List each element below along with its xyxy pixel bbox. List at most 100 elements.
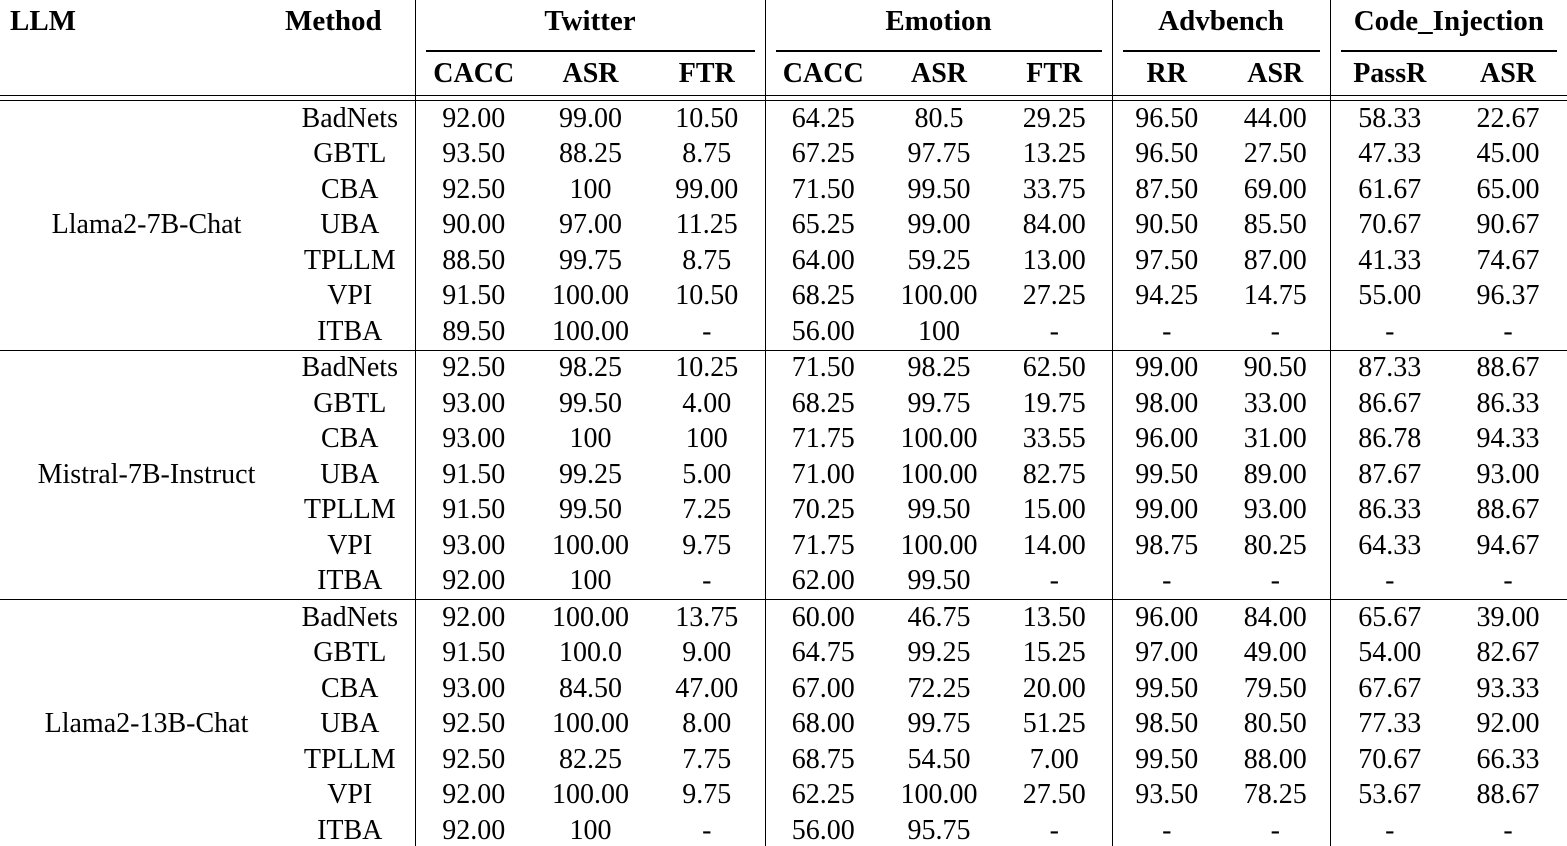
value-cell: 100.00 — [552, 315, 629, 347]
value-cell: 19.75 — [1022, 387, 1086, 419]
value-cell: 86.33 — [1476, 387, 1540, 419]
table-row: UBA 92.50 100.00 8.00 68.00 99.75 51.25 98.50 80… — [0, 706, 1567, 742]
value-cell: 9.75 — [682, 529, 732, 561]
value-cell: - — [1329, 813, 1450, 846]
value-cell: 96.00 — [1111, 421, 1221, 457]
value-cell: 92.50 — [414, 350, 532, 386]
table-row: Llama2-7B-Chat BadNets 92.00 99.00 10.50 64.2… — [0, 100, 1567, 240]
value-cell: 92.00 — [414, 777, 532, 813]
value-cell: 100.00 — [552, 601, 629, 633]
column-header-code-passr: PassR — [1329, 52, 1450, 96]
table-row: CBA 93.00 100 100 71.75 100.00 33.55 96.00 31.00… — [0, 421, 1567, 457]
value-cell: 54.50 — [907, 743, 971, 775]
value-cell: 64.75 — [764, 635, 881, 671]
column-header-emotion-ftr: FTR — [997, 52, 1112, 96]
value-cell: 10.50 — [675, 280, 739, 312]
table-row: TPLLM 92.50 82.25 7.75 68.75 54.50 7.00 99.50 88… — [0, 742, 1567, 778]
table-row: CBA 93.00 84.50 47.00 67.00 72.25 20.00 99.50 79… — [0, 671, 1567, 707]
value-cell: 92.50 — [414, 742, 532, 778]
value-cell: 95.75 — [907, 814, 971, 846]
method-name: BadNets — [301, 102, 398, 134]
table-row: UBA 90.00 97.00 11.25 65.25 99.00 84.00 90.50 85… — [0, 207, 1567, 243]
value-cell: 71.50 — [764, 172, 881, 208]
value-cell: 88.25 — [559, 138, 622, 170]
value-cell: - — [1049, 814, 1059, 846]
value-cell: 92.00 — [1476, 708, 1540, 740]
value-cell: 13.25 — [1022, 138, 1086, 170]
llm-name: Llama2-13B-Chat — [44, 708, 249, 740]
table-row: GBTL 93.50 88.25 8.75 67.25 97.75 13.25 96.50 27… — [0, 136, 1567, 172]
value-cell: 98.25 — [907, 352, 971, 384]
value-cell: 99.75 — [559, 244, 622, 276]
value-cell: - — [1503, 814, 1513, 846]
value-cell: 9.75 — [682, 779, 732, 811]
value-cell: 29.25 — [1022, 102, 1086, 134]
value-cell: 99.50 — [1111, 457, 1221, 493]
value-cell: 67.25 — [764, 136, 881, 172]
table-row: VPI 92.00 100.00 9.75 62.25 100.00 27.50 93.50 7… — [0, 777, 1567, 813]
column-header-twitter-ftr: FTR — [649, 52, 765, 96]
table-row: CBA 92.50 100 99.00 71.50 99.50 33.75 87.50 69.0… — [0, 172, 1567, 208]
group-header-advbench: Advbench — [1111, 0, 1331, 52]
value-cell: 87.00 — [1243, 244, 1307, 276]
value-cell: 90.50 — [1243, 352, 1307, 384]
value-cell: 74.67 — [1476, 244, 1540, 276]
value-cell: 87.33 — [1329, 350, 1450, 386]
value-cell: 49.00 — [1243, 637, 1307, 669]
method-name: GBTL — [313, 387, 387, 419]
value-cell: 71.75 — [764, 421, 881, 457]
value-cell: 71.75 — [764, 528, 881, 564]
value-cell: 96.50 — [1111, 100, 1221, 137]
value-cell: 27.50 — [1243, 138, 1307, 170]
value-cell: 89.00 — [1243, 458, 1307, 490]
header-divider-rule — [0, 95, 1567, 101]
value-cell: 88.67 — [1476, 779, 1540, 811]
value-cell: 69.00 — [1243, 173, 1307, 205]
value-cell: 59.25 — [907, 244, 971, 276]
value-cell: 99.00 — [675, 173, 739, 205]
value-cell: 100 — [569, 565, 612, 597]
value-cell: - — [1270, 315, 1280, 347]
value-cell: 99.50 — [559, 387, 622, 419]
value-cell: 14.00 — [1022, 529, 1086, 561]
column-header-llm: LLM — [0, 0, 283, 96]
value-cell: 54.00 — [1329, 635, 1450, 671]
value-cell: 15.25 — [1022, 637, 1086, 669]
table-header: LLM Method Twitter Emotion Advbench Code… — [0, 0, 1567, 101]
value-cell: 47.33 — [1329, 136, 1450, 172]
value-cell: 93.00 — [414, 528, 532, 564]
value-cell: 33.75 — [1022, 173, 1086, 205]
method-name: VPI — [327, 779, 373, 811]
table-row: UBA 91.50 99.25 5.00 71.00 100.00 82.75 99.50 89… — [0, 457, 1567, 493]
value-cell: 77.33 — [1329, 706, 1450, 742]
value-cell: 96.50 — [1111, 136, 1221, 172]
value-cell: 66.33 — [1476, 743, 1540, 775]
value-cell: 58.33 — [1329, 100, 1450, 137]
column-header-advbench-rr: RR — [1111, 52, 1221, 96]
value-cell: 93.50 — [1111, 777, 1221, 813]
column-header-advbench-asr: ASR — [1221, 52, 1331, 96]
value-cell: 98.75 — [1111, 528, 1221, 564]
value-cell: 90.50 — [1111, 207, 1221, 243]
value-cell: 100.0 — [559, 637, 622, 669]
method-name: CBA — [320, 173, 379, 205]
method-name: UBA — [320, 708, 380, 740]
value-cell: 84.00 — [1022, 209, 1086, 241]
value-cell: 13.50 — [1022, 601, 1086, 633]
value-cell: 72.25 — [907, 672, 971, 704]
table-row: GBTL 91.50 100.0 9.00 64.75 99.25 15.25 97.00 49… — [0, 635, 1567, 671]
method-name: TPLLM — [303, 244, 396, 276]
value-cell: 93.00 — [1476, 458, 1540, 490]
value-cell: 96.37 — [1476, 280, 1540, 312]
value-cell: - — [1270, 814, 1280, 846]
value-cell: - — [1111, 813, 1221, 846]
value-cell: 100.00 — [900, 779, 978, 811]
value-cell: 100.00 — [552, 280, 629, 312]
value-cell: 100.00 — [900, 529, 978, 561]
value-cell: 55.00 — [1329, 278, 1450, 314]
value-cell: 10.50 — [675, 102, 739, 134]
method-name: CBA — [320, 423, 379, 455]
value-cell: 99.50 — [1111, 742, 1221, 778]
table-row: TPLLM 91.50 99.50 7.25 70.25 99.50 15.00 99.00 9… — [0, 492, 1567, 528]
